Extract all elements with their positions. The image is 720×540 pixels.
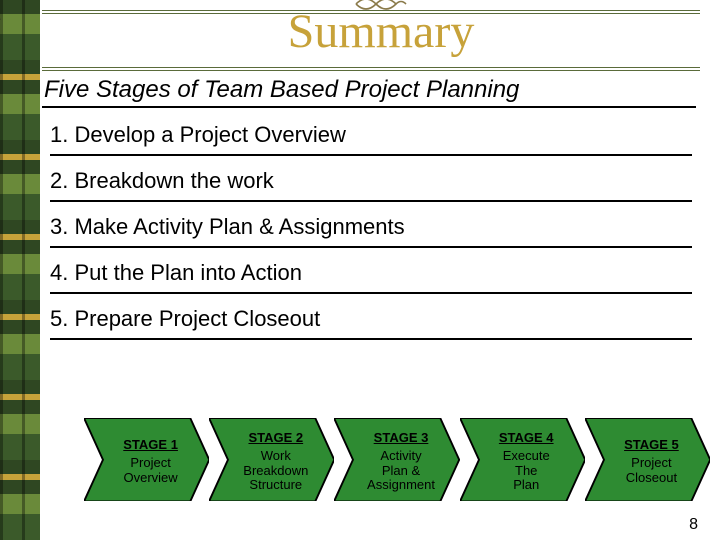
stage-header: STAGE 4 [499,431,554,446]
page-number: 8 [689,516,698,534]
stage-1: STAGE 1 Project Overview [84,418,209,506]
stage-line: Closeout [626,471,677,486]
swords-icon [0,0,2,28]
stage-line: Breakdown [243,464,308,479]
stage-line: Assignment [367,478,435,493]
stage-list: 1. Develop a Project Overview 2. Breakdo… [50,116,712,340]
stage-header: STAGE 1 [123,438,178,453]
list-item: 5. Prepare Project Closeout [50,300,692,340]
stage-line: Activity [380,449,421,464]
stage-line: Structure [249,478,302,493]
list-item: 4. Put the Plan into Action [50,254,692,294]
stage-line: Plan & [382,464,420,479]
stage-line: Project [130,456,170,471]
stage-header: STAGE 3 [374,431,429,446]
stage-2: STAGE 2 Work Breakdown Structure [209,418,334,506]
stage-header: STAGE 5 [624,438,679,453]
stage-line: The [515,464,537,479]
stage-line: Work [261,449,291,464]
decorative-tartan [0,0,40,540]
list-item: 3. Make Activity Plan & Assignments [50,208,692,248]
stage-line: Execute [503,449,550,464]
stage-line: Plan [513,478,539,493]
list-item: 1. Develop a Project Overview [50,116,692,156]
stage-line: Overview [124,471,178,486]
subtitle: Five Stages of Team Based Project Planni… [42,70,696,108]
chevron-flow: STAGE 1 Project Overview STAGE 2 Work Br… [84,418,710,506]
stage-3: STAGE 3 Activity Plan & Assignment [334,418,459,506]
bottom-rule [42,67,700,71]
stage-header: STAGE 2 [248,431,303,446]
title: Summary [42,4,720,59]
stage-line: Project [631,456,671,471]
stage-4: STAGE 4 Execute The Plan [460,418,585,506]
stage-5: STAGE 5 Project Closeout [585,418,710,506]
list-item: 2. Breakdown the work [50,162,692,202]
